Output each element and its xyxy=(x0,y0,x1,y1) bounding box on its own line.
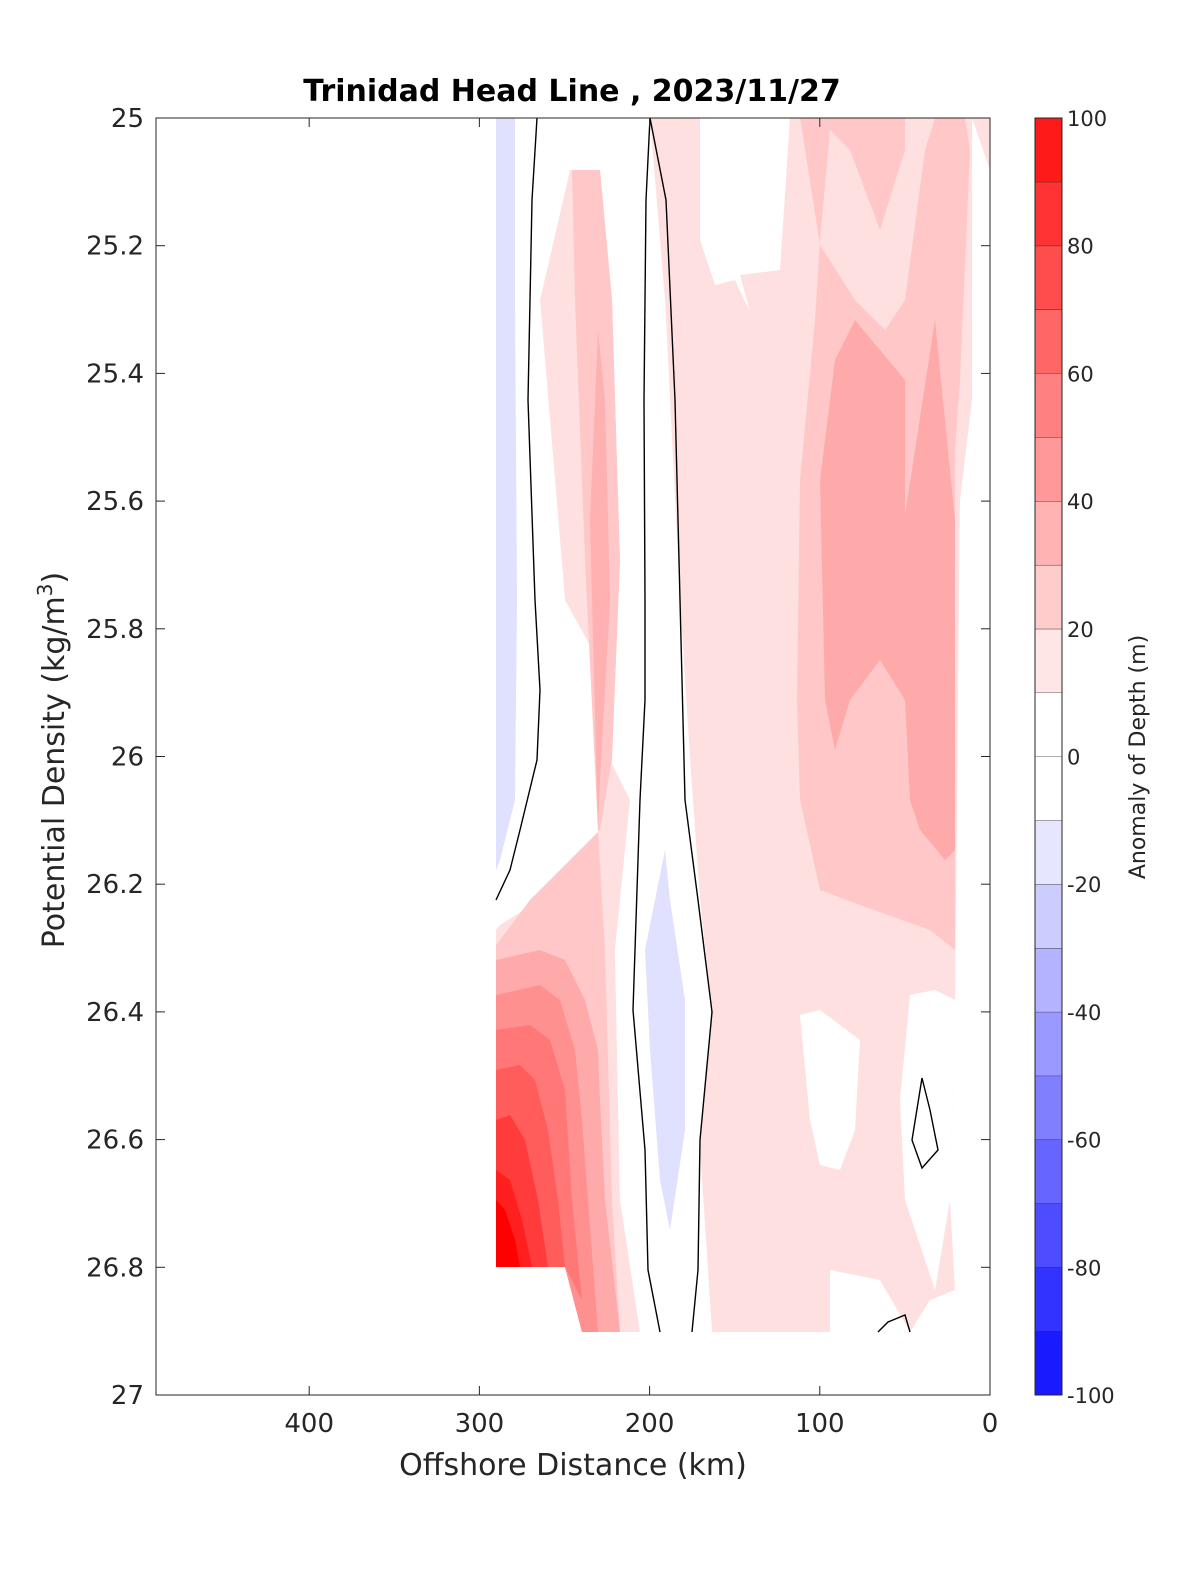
colorbar-swatch xyxy=(1035,373,1062,438)
y-axis-label: Potential Density (kg/m3) xyxy=(33,572,72,948)
x-tick-label: 400 xyxy=(284,1409,334,1439)
colorbar-tick-label: 100 xyxy=(1067,107,1107,131)
y-tick-label: 26.4 xyxy=(86,998,144,1028)
colorbar-swatch xyxy=(1035,1075,1062,1140)
colorbar-tick-label: -60 xyxy=(1067,1129,1101,1153)
y-axis-label-main: Potential Density (kg/m xyxy=(37,596,72,948)
colorbar-swatch xyxy=(1035,118,1062,182)
colorbar-swatch xyxy=(1035,756,1062,821)
zero-contour-west xyxy=(495,117,541,901)
zero-contour-central-left xyxy=(632,117,661,1333)
colorbar-swatch xyxy=(1035,437,1062,502)
colorbar-tick-label: 40 xyxy=(1067,490,1094,514)
colorbar-tick-label: -100 xyxy=(1067,1384,1115,1408)
colorbar-tick-label: -40 xyxy=(1067,1001,1101,1025)
colorbar-swatch xyxy=(1035,692,1062,757)
chart-title: Trinidad Head Line , 2023/11/27 xyxy=(303,74,840,109)
fill-region-minus10-mid xyxy=(645,850,685,1230)
colorbar-swatch xyxy=(1035,1203,1062,1268)
colorbar-swatch xyxy=(1035,501,1062,565)
y-tick-label: 25 xyxy=(111,104,144,134)
colorbar-tick-label: -80 xyxy=(1067,1256,1101,1280)
zero-contour-lines xyxy=(495,117,939,1333)
colorbar-swatch xyxy=(1035,1139,1062,1204)
fill-region-plus90-sw xyxy=(496,1200,520,1267)
colorbar: 100 80 60 40 20 0 -20 -40 -60 -80 -100 xyxy=(1034,107,1115,1408)
anomaly-fill-layer xyxy=(496,118,990,1332)
fill-region-minus10-offshore xyxy=(496,118,517,870)
zero-contour-nearshore-loop xyxy=(911,1077,939,1170)
y-tick-label: 25.2 xyxy=(86,232,144,262)
x-tick-label: 0 xyxy=(982,1409,999,1439)
fill-region-zero-bottom xyxy=(830,1270,910,1332)
colorbar-swatch xyxy=(1035,1011,1062,1076)
y-tick-label: 25.8 xyxy=(86,615,144,645)
y-axis: 25 25.2 25.4 25.6 25.8 26 26.2 26.4 26.6 26.8 27 xyxy=(86,104,990,1411)
fill-region-zero-east-patch xyxy=(700,118,790,312)
fill-region-zero-nearshore xyxy=(900,990,955,1290)
y-tick-label: 26.6 xyxy=(86,1126,144,1156)
y-tick-label: 26.8 xyxy=(86,1253,144,1283)
colorbar-swatch xyxy=(1035,1331,1062,1395)
colorbar-tick-label: -20 xyxy=(1067,873,1101,897)
colorbar-swatch xyxy=(1035,1267,1062,1332)
colorbar-swatch xyxy=(1035,181,1062,246)
x-tick-label: 200 xyxy=(625,1409,675,1439)
colorbar-tick-label: 60 xyxy=(1067,362,1094,386)
fill-region-plus30-east xyxy=(820,320,955,860)
colorbar-swatch xyxy=(1035,820,1062,885)
colorbar-swatch xyxy=(1035,245,1062,310)
colorbar-swatch xyxy=(1035,948,1062,1012)
x-tick-label: 300 xyxy=(455,1409,505,1439)
colorbar-frame xyxy=(1034,117,1063,1396)
x-axis-label: Offshore Distance (km) xyxy=(399,1448,747,1483)
x-axis: 400 300 200 100 0 xyxy=(284,118,998,1439)
colorbar-swatch xyxy=(1035,628,1062,693)
colorbar-tick-label: 0 xyxy=(1067,746,1080,770)
fill-region-plus30-west xyxy=(590,330,610,830)
colorbar-swatch xyxy=(1035,564,1062,629)
colorbar-tick-label: 20 xyxy=(1067,618,1094,642)
y-tick-label: 27 xyxy=(111,1381,144,1411)
colorbar-swatch xyxy=(1035,884,1062,949)
fill-region-zero-coastal xyxy=(800,1010,860,1170)
colorbar-label: Anomaly of Depth (m) xyxy=(1126,635,1151,879)
y-tick-label: 25.6 xyxy=(86,487,144,517)
colorbar-tick-label: 80 xyxy=(1067,235,1094,259)
colorbar-swatch xyxy=(1035,309,1062,374)
y-tick-label: 26.2 xyxy=(86,870,144,900)
zero-contour-bottom-arc xyxy=(877,1314,911,1333)
y-axis-label-superscript: 3 xyxy=(33,583,57,596)
zero-contour-central-right xyxy=(649,117,713,1333)
y-tick-label: 25.4 xyxy=(86,359,144,389)
fill-region-zero-central xyxy=(610,118,712,1332)
y-axis-label-close: ) xyxy=(37,572,72,584)
y-tick-label: 26 xyxy=(111,743,144,773)
x-tick-label: 100 xyxy=(795,1409,845,1439)
